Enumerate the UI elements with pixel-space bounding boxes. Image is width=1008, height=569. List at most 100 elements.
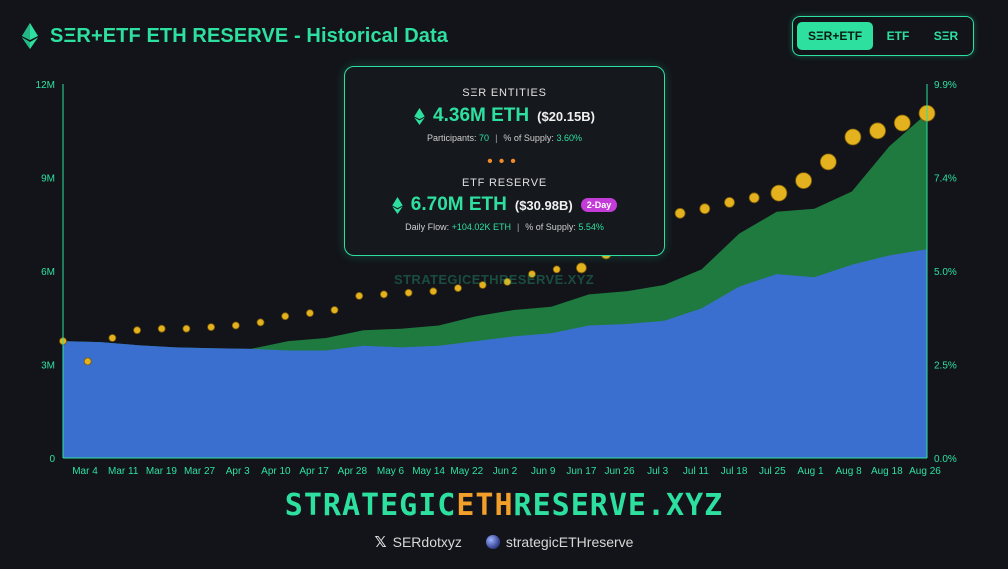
globe-icon [485,535,500,549]
social-links: 𝕏 SERdotxyz strategicETHreserve [0,533,1008,551]
toggle-ser[interactable]: SΞR [933,29,959,43]
y-tick-label-right: 9.9% [934,80,957,91]
data-point-marker [182,324,191,333]
reserve-summary-card: SΞR ENTITIES 4.36M ETH ($20.15B) Partici… [344,66,665,256]
x-tick-label: May 14 [412,466,445,477]
ser-usd-value: ($20.15B) [537,108,595,124]
brand-pre: STRATEGIC [284,488,457,523]
data-point-marker [869,122,886,140]
x-tick-label: Aug 1 [797,466,824,477]
view-toggle: SΞR+ETF ETF SΞR [792,16,974,56]
y-tick-label-right: 0.0% [934,454,957,465]
data-point-marker [83,357,92,366]
data-point-marker [724,196,735,208]
x-tick-label: Aug 8 [836,466,863,477]
data-point-marker [893,114,911,132]
two-day-badge: 2-Day [580,198,618,212]
etf-supply-pct: 5.54% [578,222,604,232]
x-tick-label: Jul 3 [647,466,669,477]
brand-eth: ETH [456,488,514,523]
x-handle: SERdotxyz [392,534,462,550]
ser-eth-amount: 4.36M ETH [433,105,530,126]
data-point-marker [748,192,760,204]
y-tick-label-left: 0 [49,454,55,465]
x-logo-icon: 𝕏 [374,534,387,551]
x-tick-label: Mar 4 [72,466,98,477]
data-point-marker [256,318,265,327]
data-point-marker [429,287,438,296]
x-tick-label: Apr 10 [261,466,291,477]
y-tick-label-left: 9M [41,174,55,185]
x-tick-label: Jun 26 [604,466,634,477]
website-link[interactable]: strategicETHreserve [485,533,634,551]
y-tick-label-right: 7.4% [934,174,957,185]
y-tick-label-right: 2.5% [934,361,957,372]
daily-flow-value: +104.02K ETH [451,222,511,232]
brand-post: RESERVE.XYZ [513,488,724,523]
data-point-marker [355,291,364,300]
x-tick-label: Mar 27 [184,466,216,477]
x-tick-label: Aug 18 [871,466,903,477]
toggle-ser-etf[interactable]: SΞR+ETF [797,22,873,50]
data-point-marker [281,312,290,321]
etf-usd-value: ($30.98B) [514,197,573,213]
x-tick-label: Jun 9 [531,466,556,477]
data-point-marker [305,309,314,318]
data-point-marker [108,334,117,342]
etf-eth-amount: 6.70M ETH [410,194,507,215]
x-tick-label: Apr 17 [299,466,329,477]
x-tick-label: Jul 25 [759,466,786,477]
x-link[interactable]: 𝕏 SERdotxyz [375,533,462,551]
ethereum-logo-icon [22,23,38,49]
ser-supply-pct: 3.60% [556,133,582,143]
data-point-marker [454,284,462,293]
brand-wordmark: STRATEGICETHRESERVE.XYZ [0,488,1008,523]
data-point-marker [528,270,536,279]
site-handle: strategicETHreserve [505,534,634,550]
x-tick-label: Apr 28 [338,466,368,477]
x-tick-label: Apr 3 [226,466,250,477]
data-point-marker [231,321,240,330]
x-tick-label: Jul 18 [721,466,748,477]
daily-flow-label: Daily Flow: [405,222,450,232]
y-tick-label-right: 5.0% [934,267,957,278]
chart-watermark: STRATEGICETHRESERVE.XYZ [394,272,595,287]
x-tick-label: Mar 11 [108,466,139,477]
y-tick-label-left: 6M [41,267,55,278]
reserve-area-chart: 0 3M 6M 9M 12M 0.0% 2.5% 5.0% 7.4% 9.9% Mar 4 Mar 1… [36,80,957,477]
divider: | [516,222,520,232]
etf-supply-label: % of Supply: [525,222,576,232]
data-point-marker [404,288,413,297]
divider: | [495,133,498,143]
x-tick-label: May 22 [450,466,483,477]
data-point-marker [795,172,812,190]
participants-count: 70 [479,133,490,143]
participants-label: Participants: [427,133,477,143]
data-point-marker [674,207,686,219]
x-tick-label: Jun 17 [566,466,596,477]
series-etf-area [63,249,927,458]
data-point-marker [770,184,788,202]
x-tick-label: May 6 [377,466,405,477]
etf-reserve-label: ETF RESERVE [461,177,547,189]
data-point-marker [699,203,711,215]
data-point-marker [157,324,166,333]
page-title: SΞR+ETF ETH RESERVE - Historical Data [50,24,448,47]
ethereum-icon [414,107,425,125]
x-tick-label: Jun 2 [493,466,518,477]
data-point-marker [576,262,587,274]
data-point-marker [330,306,339,314]
separator-dots: ••• [487,153,522,170]
header: SΞR+ETF ETH RESERVE - Historical Data [22,22,448,50]
data-point-marker [844,128,862,146]
toggle-etf[interactable]: ETF [886,29,910,43]
x-tick-label: Aug 26 [909,466,941,477]
data-point-marker [552,265,561,274]
data-point-marker [207,323,216,332]
data-point-marker [819,153,837,171]
data-point-marker [503,277,512,286]
data-point-marker [133,326,142,335]
x-tick-label: Jul 11 [683,466,709,477]
data-point-marker [478,281,487,289]
ser-supply-label: % of Supply: [503,133,554,143]
